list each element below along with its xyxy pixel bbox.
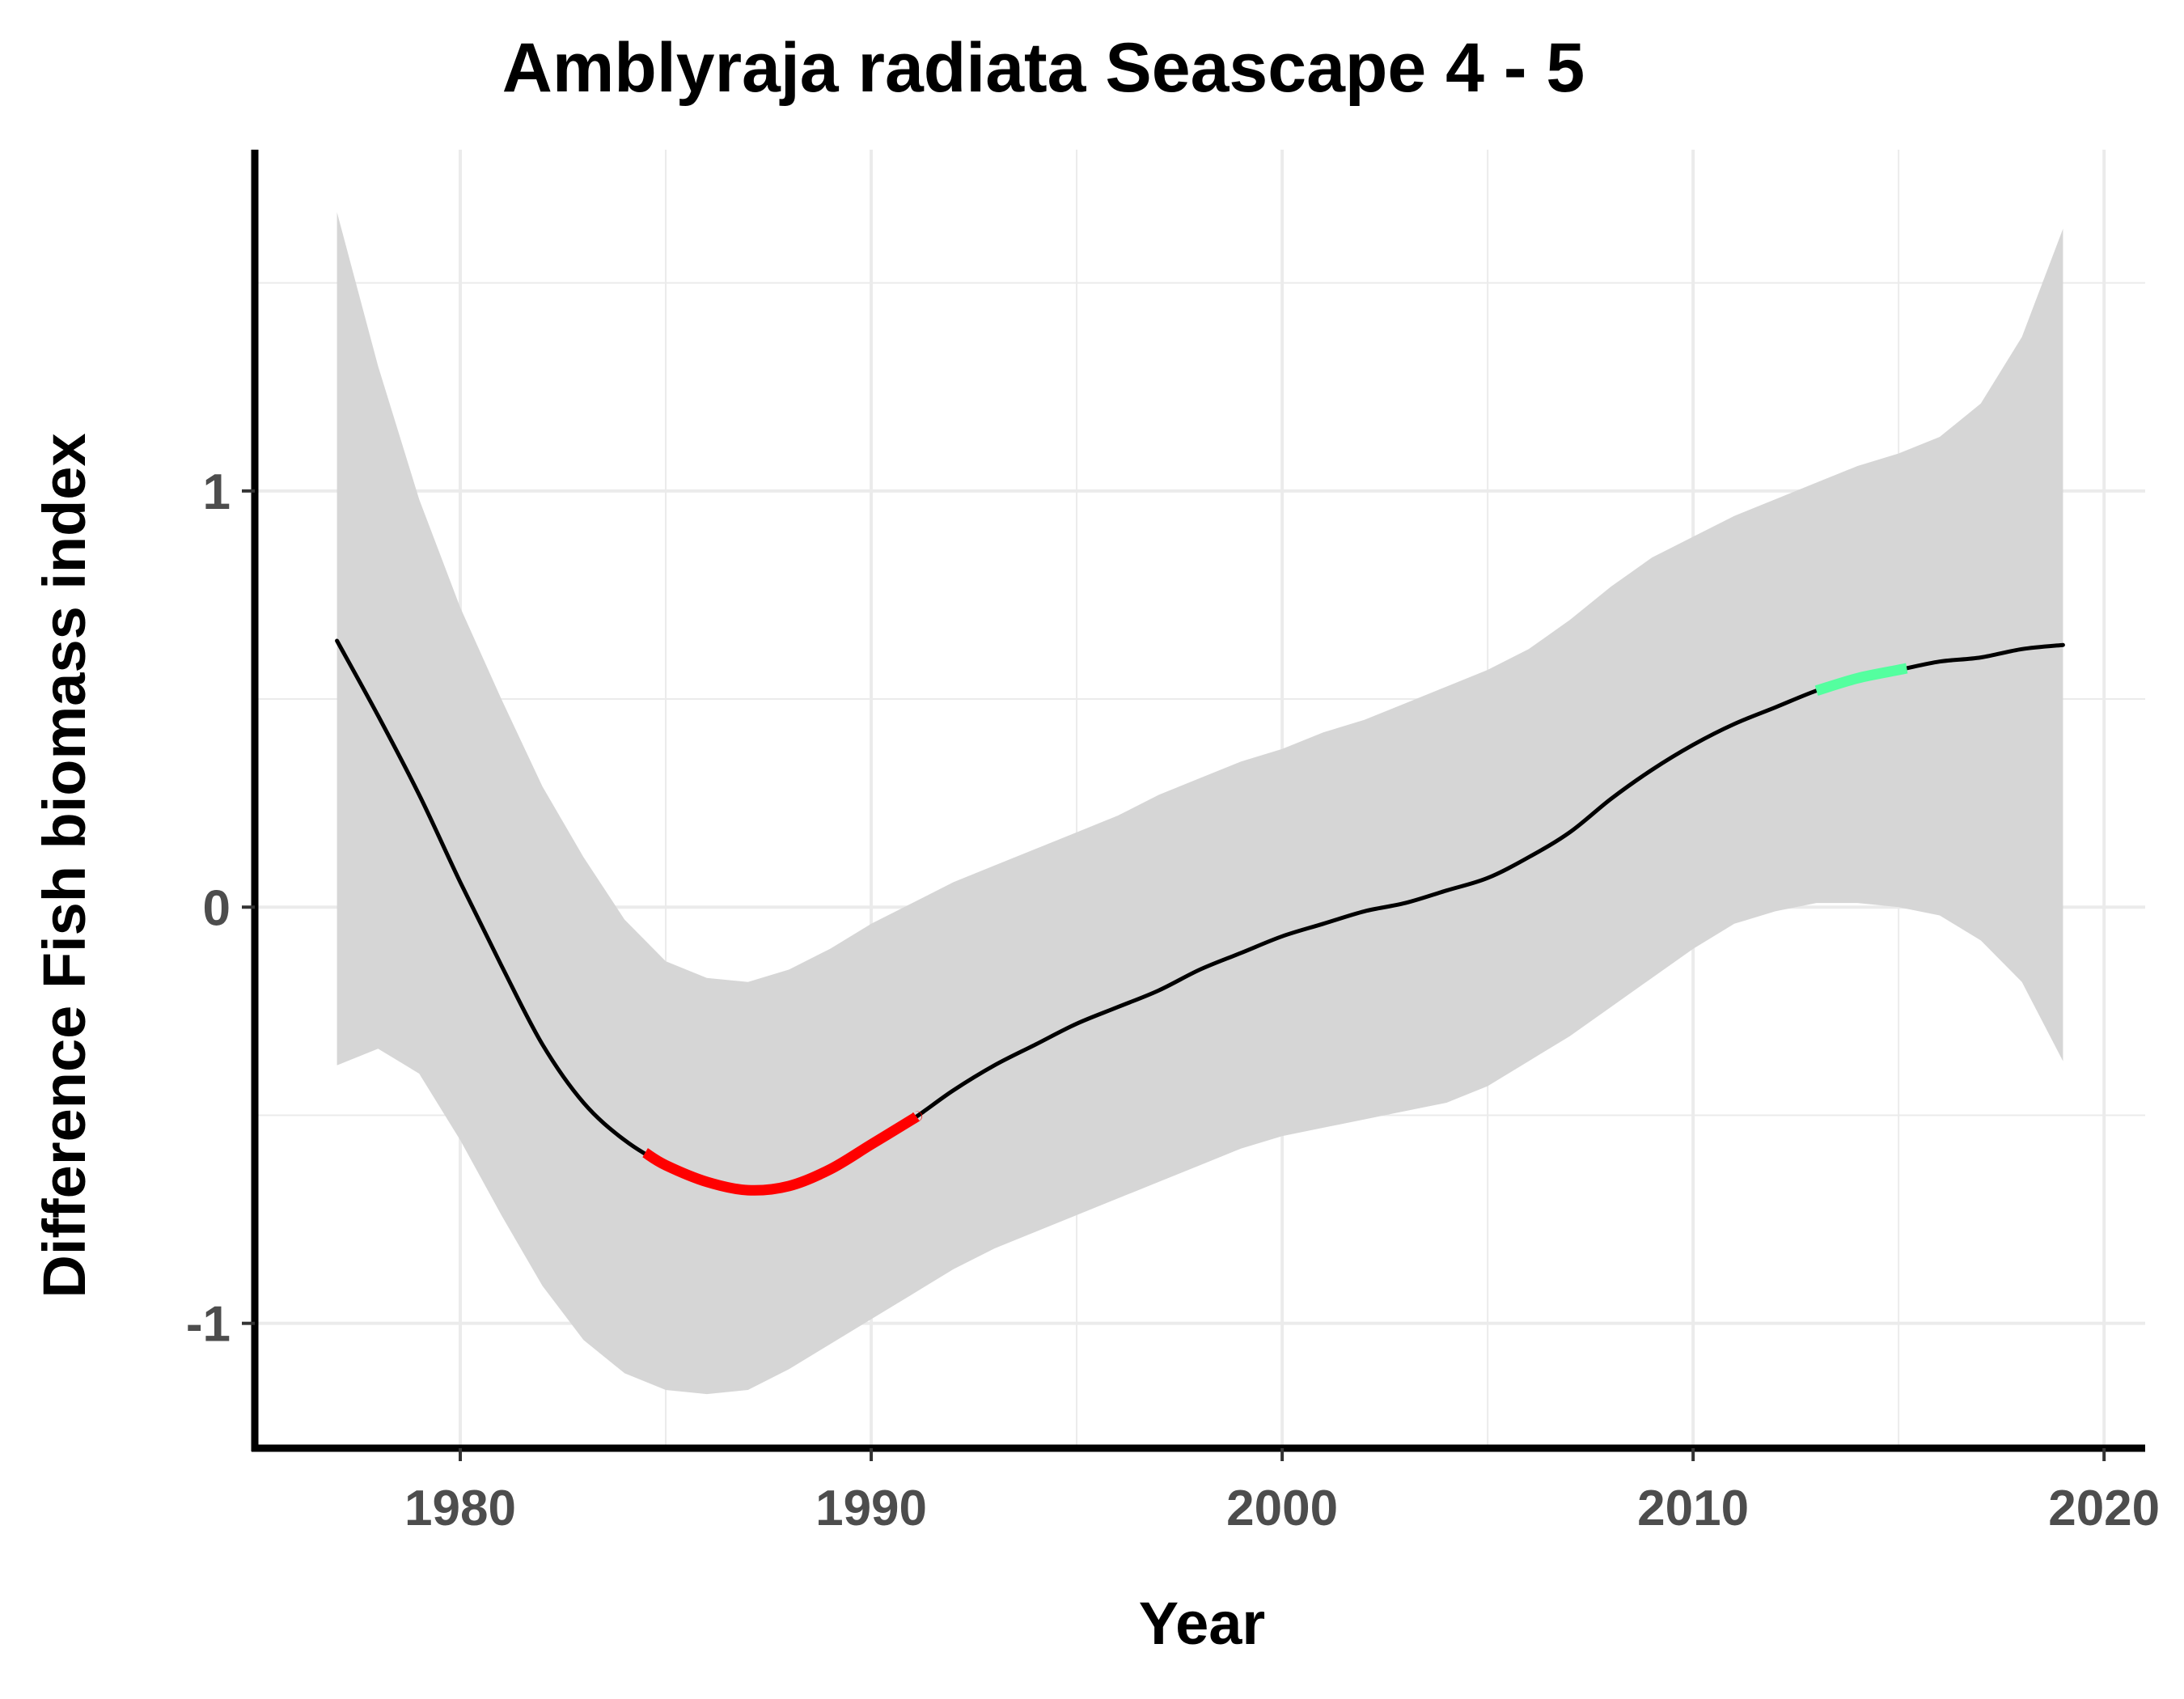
y-tick-label: 0 <box>203 880 231 936</box>
trend-line <box>335 638 2065 1193</box>
x-tick-label: 2020 <box>2048 1481 2160 1536</box>
x-axis-title: Year <box>1139 1590 1265 1657</box>
x-tick-label: 2000 <box>1226 1481 1338 1536</box>
x-tick-label: 2010 <box>1637 1481 1749 1536</box>
y-axis-ticks: -1 0 1 <box>186 464 255 1353</box>
x-tick-label: 1990 <box>815 1481 927 1536</box>
decreasing-segment <box>642 1111 923 1196</box>
plot-area <box>335 212 2065 1395</box>
x-axis-ticks: 1980 1990 2000 2010 2020 <box>404 1448 2160 1536</box>
axes <box>251 150 2145 1452</box>
chart-title: Amblyraja radiata Seascape 4 - 5 <box>502 29 1585 107</box>
increasing-segment <box>1814 663 1908 696</box>
confidence-band <box>336 212 2063 1395</box>
y-axis-title: Difference Fish biomass index <box>31 433 98 1298</box>
x-tick-label: 1980 <box>404 1481 516 1536</box>
y-tick-label: -1 <box>186 1297 231 1353</box>
y-tick-label: 1 <box>203 464 231 520</box>
